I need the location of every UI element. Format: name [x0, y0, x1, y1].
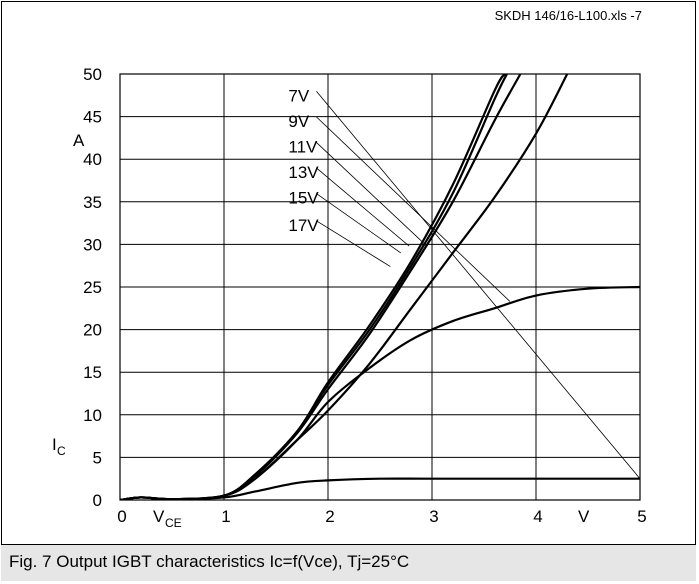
- annotation-leader-line: [316, 91, 641, 479]
- y-axis-label-sub: C: [57, 444, 66, 458]
- y-tick-label: 40: [83, 150, 102, 169]
- series-line-7v: [120, 477, 640, 500]
- y-tick-label: 0: [93, 491, 102, 510]
- file-label: SKDH 146/16-L100.xls -7: [494, 8, 642, 23]
- y-tick-label: 20: [83, 321, 102, 340]
- x-unit-label: V: [578, 507, 590, 526]
- y-tick-label: 5: [93, 448, 102, 467]
- x-axis-label: V: [153, 507, 165, 526]
- x-tick-label: 1: [221, 507, 230, 526]
- x-tick-label: 2: [325, 507, 334, 526]
- x-tick-label: 5: [637, 507, 646, 526]
- annotation-label: 7V: [288, 86, 309, 105]
- figure-caption: Fig. 7 Output IGBT characteristics Ic=f(…: [1, 544, 696, 581]
- annotation-leader-line: [316, 142, 428, 247]
- y-axis-label: I: [52, 435, 57, 454]
- annotation-label: 9V: [288, 112, 309, 131]
- annotation-label: 15V: [288, 189, 319, 208]
- x-tick-label: 3: [429, 507, 438, 526]
- annotation-label: 17V: [288, 216, 319, 235]
- annotation-leader-line: [316, 116, 511, 302]
- annotation-label: 11V: [288, 137, 318, 156]
- y-tick-label: 30: [83, 235, 102, 254]
- x-tick-label: 4: [533, 507, 542, 526]
- annotation-leader-line: [316, 193, 402, 254]
- y-tick-label: 35: [83, 193, 102, 212]
- annotation-leader-line: [316, 220, 391, 267]
- y-tick-label: 15: [83, 363, 102, 382]
- x-tick-label: 0: [117, 507, 126, 526]
- y-unit-label: A: [73, 131, 85, 150]
- x-axis-label-sub: CE: [165, 516, 182, 530]
- y-tick-label: 25: [83, 278, 102, 297]
- y-tick-label: 45: [83, 108, 102, 127]
- y-tick-label: 10: [83, 406, 102, 425]
- annotation-leader-line: [316, 167, 410, 247]
- annotation-label: 13V: [288, 163, 319, 182]
- y-tick-label: 50: [83, 65, 102, 84]
